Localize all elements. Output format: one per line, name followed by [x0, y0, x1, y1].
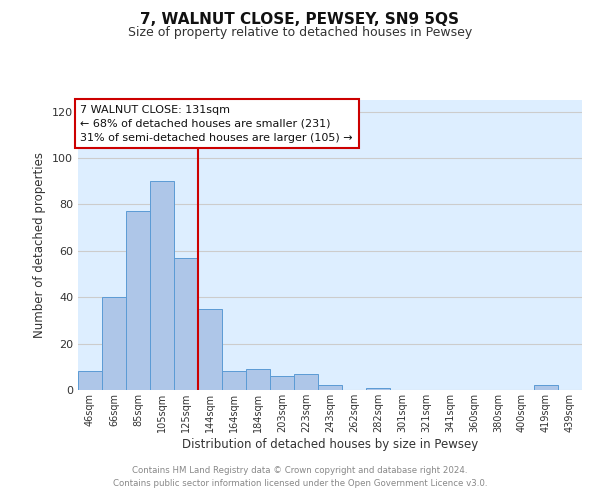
- Bar: [150, 181, 174, 390]
- Bar: [294, 374, 318, 390]
- Bar: [270, 376, 294, 390]
- Bar: [198, 309, 222, 390]
- Bar: [78, 372, 102, 390]
- Bar: [126, 212, 150, 390]
- Text: 7 WALNUT CLOSE: 131sqm
← 68% of detached houses are smaller (231)
31% of semi-de: 7 WALNUT CLOSE: 131sqm ← 68% of detached…: [80, 104, 353, 142]
- Text: 7, WALNUT CLOSE, PEWSEY, SN9 5QS: 7, WALNUT CLOSE, PEWSEY, SN9 5QS: [140, 12, 460, 28]
- Bar: [534, 386, 558, 390]
- Bar: [366, 388, 390, 390]
- Bar: [246, 369, 270, 390]
- Text: Size of property relative to detached houses in Pewsey: Size of property relative to detached ho…: [128, 26, 472, 39]
- Bar: [318, 386, 342, 390]
- X-axis label: Distribution of detached houses by size in Pewsey: Distribution of detached houses by size …: [182, 438, 478, 450]
- Text: Contains HM Land Registry data © Crown copyright and database right 2024.
Contai: Contains HM Land Registry data © Crown c…: [113, 466, 487, 487]
- Bar: [174, 258, 198, 390]
- Y-axis label: Number of detached properties: Number of detached properties: [34, 152, 46, 338]
- Bar: [222, 372, 246, 390]
- Bar: [102, 297, 126, 390]
